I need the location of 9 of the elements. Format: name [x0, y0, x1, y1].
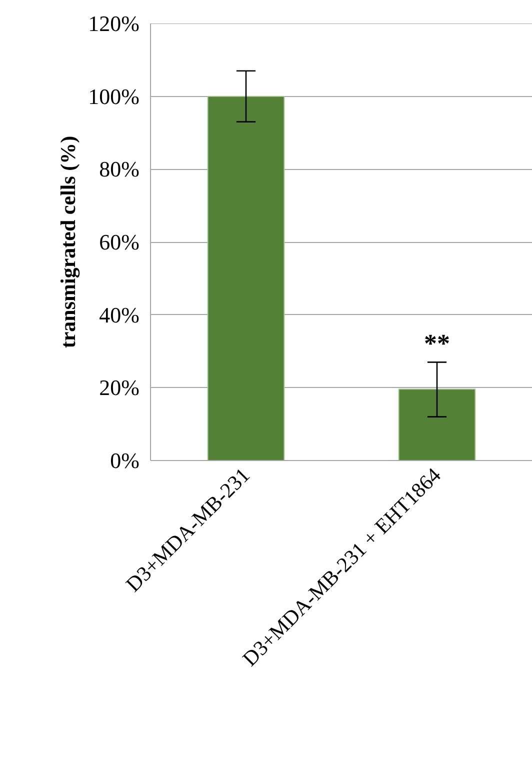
- y-tick-label: 100%: [88, 84, 140, 109]
- y-axis-title: transmigrated cells (%): [56, 136, 80, 348]
- y-tick-label: 40%: [99, 302, 140, 328]
- y-tick-label: 60%: [99, 230, 140, 254]
- annotation: **: [424, 329, 450, 358]
- y-tick-label: 20%: [99, 375, 140, 400]
- y-tick-label: 0%: [110, 448, 140, 473]
- y-tick-label: 80%: [99, 156, 140, 182]
- y-tick-label: 120%: [88, 11, 140, 36]
